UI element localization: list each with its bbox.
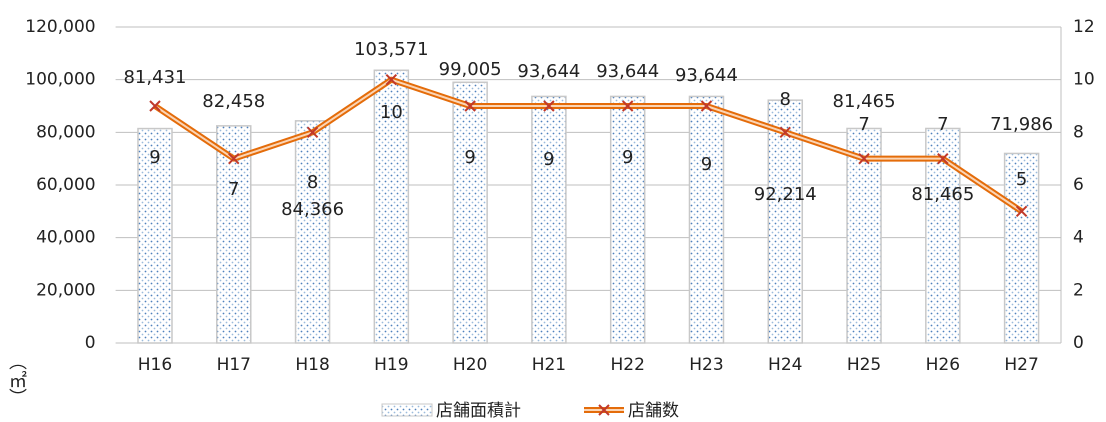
data-label: 8 <box>307 172 318 193</box>
marker <box>937 152 949 165</box>
data-label: 93,644 <box>517 61 580 82</box>
legend-swatch <box>381 403 433 417</box>
data-label: 82,458 <box>202 91 265 112</box>
y-tick-label: 0 <box>85 333 96 353</box>
bar <box>846 127 882 344</box>
data-label: 71,986 <box>990 114 1053 135</box>
line-inner <box>154 78 1023 213</box>
data-label: 9 <box>701 154 712 175</box>
legend-label: 店舗面積計 <box>436 401 521 421</box>
marker <box>385 73 398 86</box>
bar <box>1003 152 1040 344</box>
bar <box>216 125 252 344</box>
y2-tick-label: 6 <box>1073 175 1084 195</box>
y2-tick-label: 4 <box>1073 228 1084 248</box>
y2-tick-label: 0 <box>1073 333 1084 353</box>
y-tick-label: 120,000 <box>25 17 95 37</box>
bar <box>767 99 804 344</box>
data-label: 9 <box>149 147 160 168</box>
marker <box>228 152 240 165</box>
x-tick-label: H20 <box>453 355 487 375</box>
bar <box>452 81 488 344</box>
bar <box>137 127 173 344</box>
marker <box>700 100 713 112</box>
data-label: 8 <box>780 89 791 110</box>
x-tick-label: H19 <box>374 355 408 375</box>
y2-tick-label: 2 <box>1073 280 1084 300</box>
data-label: 84,366 <box>281 199 344 220</box>
marker <box>149 100 161 112</box>
data-label: 9 <box>543 149 554 170</box>
x-tick-label: H25 <box>847 355 881 375</box>
x-tick-label: H16 <box>138 355 172 375</box>
marker <box>543 100 555 112</box>
y2-tick-label: 8 <box>1073 122 1084 142</box>
bar <box>531 95 567 344</box>
data-label: 81,465 <box>911 184 974 205</box>
data-label: 93,644 <box>596 61 659 82</box>
y-axis-label: （㎡） <box>6 352 27 406</box>
data-label: 99,005 <box>439 59 502 80</box>
data-label: 5 <box>1016 169 1027 190</box>
legend-label: 店舗数 <box>628 401 679 421</box>
bar <box>688 95 725 344</box>
x-tick-label: H23 <box>689 355 723 375</box>
marker <box>1015 205 1028 218</box>
data-label: 93,644 <box>675 65 738 86</box>
y-tick-label: 60,000 <box>36 175 95 195</box>
data-label: 92,214 <box>754 184 817 205</box>
x-tick-label: H26 <box>926 355 960 375</box>
marker <box>621 100 634 112</box>
y-tick-label: 40,000 <box>36 228 95 248</box>
bar <box>925 127 961 344</box>
marker <box>858 152 870 165</box>
marker <box>779 126 791 139</box>
bar <box>373 69 410 344</box>
data-label: 7 <box>228 179 239 200</box>
x-tick-label: H21 <box>532 355 566 375</box>
marker <box>464 100 476 112</box>
bar <box>609 95 646 344</box>
y-tick-label: 100,000 <box>25 70 95 90</box>
data-label: 9 <box>622 147 633 168</box>
x-tick-label: H22 <box>610 355 644 375</box>
x-tick-label: H24 <box>768 355 802 375</box>
data-label: 7 <box>858 114 869 135</box>
y-tick-label: 20,000 <box>36 280 95 300</box>
data-label: 81,465 <box>833 91 896 112</box>
x-tick-label: H18 <box>295 355 329 375</box>
data-label: 10 <box>380 102 403 123</box>
data-label: 103,571 <box>354 39 428 60</box>
data-label: 9 <box>464 147 475 168</box>
x-tick-label: H17 <box>217 355 251 375</box>
bar <box>294 120 331 344</box>
marker <box>306 126 319 139</box>
x-tick-label: H27 <box>1004 355 1038 375</box>
data-label: 7 <box>937 114 948 135</box>
legend-marker <box>598 404 610 416</box>
y-tick-label: 80,000 <box>36 122 95 142</box>
data-label: 81,431 <box>123 67 186 88</box>
y2-tick-label: 12 <box>1073 17 1095 37</box>
y2-tick-label: 10 <box>1073 70 1095 90</box>
